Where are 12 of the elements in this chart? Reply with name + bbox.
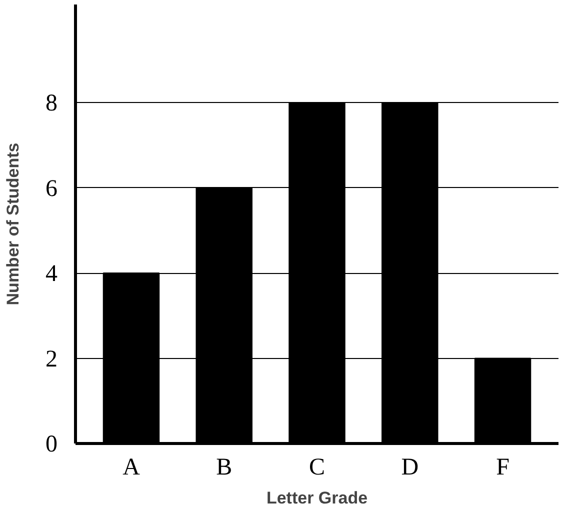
x-tick-label: B [216,454,232,480]
x-tick-label: F [496,454,510,480]
x-tick-label: D [401,454,419,480]
y-tick-label: 2 [46,346,58,372]
y-tick-label: 0 [46,432,58,458]
y-axis-title: Number of Students [4,142,22,306]
x-axis-title: Letter Grade [266,488,368,508]
y-tick-label: 6 [46,176,58,202]
x-tick-label: A [122,454,141,480]
y-tick-label: 4 [46,261,58,288]
x-tick-label: C [308,454,326,480]
y-tick-label: 8 [46,90,58,117]
